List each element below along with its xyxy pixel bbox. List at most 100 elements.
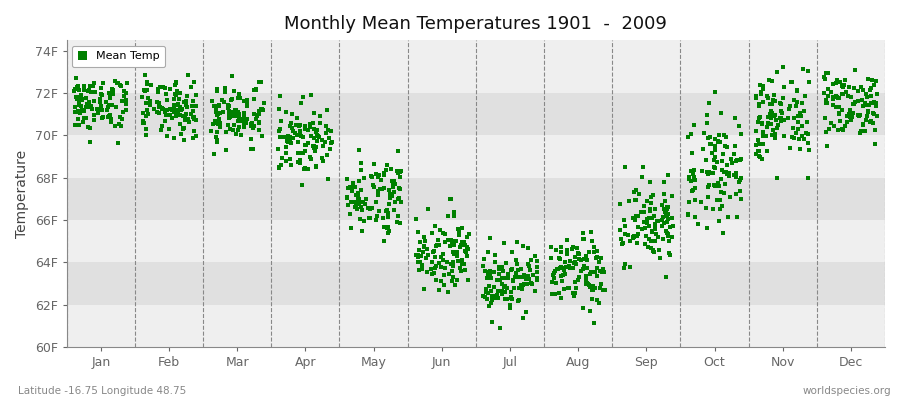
Point [210,136,224,143]
Point [71,108,86,114]
Point [700,169,715,175]
Point [756,98,770,105]
Point [459,253,473,260]
Point [708,89,723,96]
Point [644,245,659,251]
Point [231,109,246,116]
Point [590,254,604,260]
Point [829,80,843,86]
Point [278,158,293,164]
Point [477,255,491,262]
Point [230,118,245,125]
Point [752,137,766,144]
Point [863,100,878,106]
Point [831,127,845,134]
Point [206,103,220,110]
Point [587,249,601,256]
Point [495,264,509,270]
Point [83,125,97,132]
Point [634,174,649,181]
Point [796,108,811,114]
Point [363,206,377,212]
Point [834,126,849,132]
Point [216,109,230,115]
Point [518,281,532,288]
Point [699,156,714,163]
Point [481,290,495,296]
Point [222,115,237,122]
Point [70,84,85,90]
Point [239,96,254,103]
Point [237,124,251,130]
Point [688,197,702,204]
Point [409,216,423,222]
Point [454,239,469,245]
Point [449,276,464,283]
Point [799,130,814,136]
Point [445,268,459,274]
Point [789,130,804,136]
Point [428,265,442,271]
Point [837,82,851,88]
Point [454,257,469,263]
Point [516,315,530,322]
Point [354,215,368,222]
Point [700,135,715,142]
Point [295,181,310,188]
Point [867,99,881,105]
Point [119,101,133,107]
Point [730,156,744,163]
Point [834,107,849,113]
Point [379,225,393,231]
Point [79,100,94,107]
Point [320,106,334,113]
Point [417,244,431,250]
Point [588,285,602,292]
Point [579,253,593,260]
Point [168,92,183,99]
Point [655,216,670,223]
Point [688,174,702,180]
Point [755,120,770,127]
Point [698,205,713,211]
Point [115,98,130,104]
Point [103,92,117,98]
Point [635,164,650,170]
Point [352,195,366,202]
Point [175,106,189,112]
Point [104,116,118,122]
Point [859,116,873,123]
Point [715,167,729,173]
Point [860,94,874,100]
Point [373,186,387,192]
Point [75,107,89,113]
Point [356,175,371,181]
Point [841,112,855,119]
Point [186,116,201,122]
Point [236,116,250,122]
Point [68,88,82,94]
Point [789,99,804,105]
Point [512,285,526,292]
Point [596,287,610,294]
Point [863,85,878,91]
Point [289,122,303,128]
Point [555,272,570,278]
Point [446,238,461,244]
Point [251,127,266,133]
Point [438,238,453,245]
Point [660,204,674,210]
Point [752,103,766,109]
Point [501,274,516,281]
Point [381,230,395,236]
Point [410,252,424,258]
Point [149,109,164,116]
Point [628,196,643,203]
Point [752,101,766,107]
Point [734,156,749,162]
Point [782,145,796,152]
Point [476,263,491,270]
Point [591,258,606,265]
Point [245,120,259,126]
Point [547,270,562,276]
